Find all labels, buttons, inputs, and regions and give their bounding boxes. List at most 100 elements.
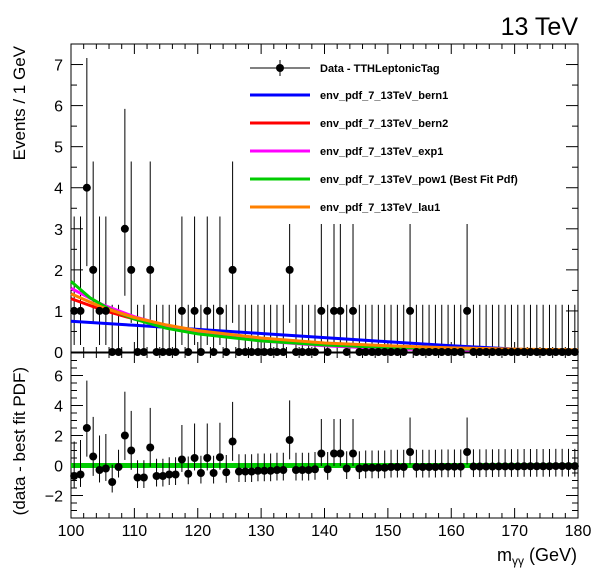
data-point xyxy=(507,348,516,356)
x-axis-label: mγγ (GeV) xyxy=(497,545,577,568)
residual-point xyxy=(323,465,332,474)
data-point xyxy=(133,348,142,356)
data-point xyxy=(323,348,332,356)
residual-point xyxy=(558,462,567,471)
residual-point xyxy=(158,472,167,480)
data-point xyxy=(342,348,351,356)
legend-fit-label: env_pdf_7_13TeV_lau1 xyxy=(320,202,440,214)
data-point xyxy=(317,306,326,315)
data-point xyxy=(456,348,465,356)
top-y-axis-label: Events / 1 GeV xyxy=(10,45,29,160)
data-point xyxy=(387,348,396,356)
data-point xyxy=(215,306,224,315)
data-point xyxy=(469,348,478,356)
fit-curve xyxy=(70,280,579,352)
residual-point xyxy=(399,463,408,471)
x-tick-label: 140 xyxy=(311,523,338,540)
residual-point xyxy=(488,462,497,471)
top-y-tick-label: 5 xyxy=(54,140,63,157)
residual-point xyxy=(564,462,573,471)
residual-point xyxy=(228,437,237,446)
legend: Data - TTHLeptonicTag env_pdf_7_13TeV_ber… xyxy=(245,54,565,224)
data-point xyxy=(463,306,472,315)
data-point xyxy=(222,348,231,356)
residual-point xyxy=(475,462,484,471)
residual-point xyxy=(412,463,421,471)
data-point xyxy=(171,348,180,356)
data-point xyxy=(450,348,459,356)
data-point xyxy=(291,348,300,356)
residual-point xyxy=(507,462,516,471)
data-point xyxy=(146,265,155,274)
residual-point xyxy=(520,462,529,471)
data-point xyxy=(551,348,560,356)
data-point xyxy=(361,348,370,356)
data-point xyxy=(330,306,339,315)
data-point xyxy=(108,348,117,356)
residual-point xyxy=(177,455,186,464)
residual-point xyxy=(393,463,402,471)
bottom-y-tick-label: 4 xyxy=(54,399,63,416)
data-point xyxy=(545,348,554,356)
residual-point xyxy=(266,466,275,475)
data-point xyxy=(76,306,85,315)
x-tick-label: 150 xyxy=(375,523,402,540)
top-y-tick-label: 4 xyxy=(54,181,63,198)
residual-point xyxy=(437,462,446,471)
data-point xyxy=(513,348,522,356)
residual-point xyxy=(298,466,307,474)
data-point xyxy=(399,348,408,356)
legend-data-marker xyxy=(276,64,284,72)
legend-background xyxy=(245,54,565,224)
legend-data-label: Data - TTHLeptonicTag xyxy=(320,63,440,75)
bottom-y-tick-label: 6 xyxy=(54,369,63,386)
data-point xyxy=(501,348,510,356)
residual-point xyxy=(368,463,377,472)
data-point xyxy=(152,348,161,356)
residual-point xyxy=(570,462,579,471)
residual-point xyxy=(272,466,281,474)
residual-point xyxy=(526,462,535,471)
data-point xyxy=(203,306,212,315)
data-point xyxy=(139,348,148,356)
data-point xyxy=(564,348,573,356)
bottom-y-axis-label: (data - best fit PDF) xyxy=(10,367,29,515)
data-point xyxy=(272,348,281,356)
x-axis-label-main: m xyxy=(497,545,512,565)
residual-point xyxy=(551,462,560,471)
residual-point xyxy=(247,467,256,476)
data-point xyxy=(431,348,440,356)
data-point xyxy=(82,183,91,192)
residual-point xyxy=(482,462,491,471)
x-tick-label: 180 xyxy=(565,523,592,540)
data-point xyxy=(279,348,288,356)
data-point xyxy=(532,348,541,356)
residual-point xyxy=(291,466,300,474)
data-point xyxy=(437,348,446,356)
top-y-tick-label: 3 xyxy=(54,222,63,239)
residual-point xyxy=(146,443,155,452)
data-point xyxy=(412,348,421,356)
fit-curve xyxy=(70,292,579,352)
bottom-y-tick-label: −2 xyxy=(45,489,63,506)
data-point xyxy=(247,348,256,356)
residual-point xyxy=(234,467,243,476)
top-y-tick-label: 2 xyxy=(54,263,63,280)
residual-point xyxy=(171,470,180,479)
residual-point xyxy=(380,463,389,472)
data-point xyxy=(241,348,250,356)
data-point xyxy=(558,348,567,356)
data-point xyxy=(526,348,535,356)
residual-point xyxy=(101,464,110,473)
residual-point xyxy=(425,463,434,471)
residual-point xyxy=(361,463,370,472)
data-point xyxy=(285,265,294,274)
residual-point xyxy=(133,473,142,482)
data-point xyxy=(114,348,123,356)
data-point xyxy=(158,348,167,356)
residual-point xyxy=(253,466,262,475)
data-point xyxy=(120,224,129,233)
data-point xyxy=(165,348,174,356)
residual-point xyxy=(120,431,129,440)
